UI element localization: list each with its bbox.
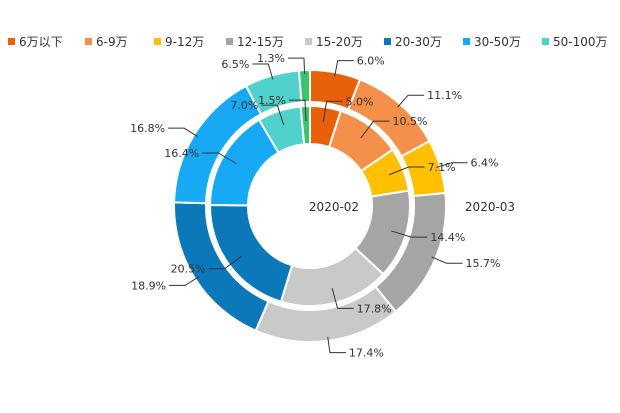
legend-swatch [305, 38, 312, 45]
legend-label: 20-30万 [395, 35, 442, 49]
inner-data-label: 7.0% [230, 99, 258, 112]
outer-leader-line [431, 256, 463, 264]
inner-data-label: 20.5% [171, 263, 206, 276]
outer-leader-line [327, 336, 346, 354]
inner-leader-line [208, 255, 242, 270]
outer-data-label: 6.0% [357, 55, 385, 68]
outer-leader-line [252, 63, 274, 80]
outer-data-label: 17.4% [349, 347, 384, 360]
legend-label: 30-50万 [474, 35, 521, 49]
inner-data-label: 10.5% [393, 115, 428, 128]
outer-leader-line [397, 94, 425, 108]
legend-item[interactable]: 6万以下 [8, 35, 63, 49]
legend-item[interactable]: 15-20万 [305, 35, 363, 49]
inner-ring-2020-02 [208, 104, 411, 307]
inner-data-label: 7.1% [428, 161, 456, 174]
outer-data-label: 11.1% [427, 89, 462, 102]
outer-series-name: 2020-03 [465, 200, 515, 214]
outer-leader-line [287, 57, 306, 75]
inner-data-label: 14.4% [430, 231, 465, 244]
chart-legend: 6万以下 6-9万 9-12万 12-15万 15-20万 20-30万 30-50万 50-… [8, 35, 608, 49]
outer-leader-line [168, 127, 199, 137]
inner-data-label: 1.5% [258, 94, 286, 107]
outer-data-label: 6.5% [221, 58, 249, 71]
inner-leader-line [261, 104, 285, 126]
inner-series-name: 2020-02 [309, 200, 359, 214]
outer-data-label: 15.7% [465, 257, 500, 270]
legend-swatch [463, 38, 470, 45]
inner-ring-slice-seg-8[interactable] [299, 104, 311, 146]
outer-data-label: 18.9% [131, 279, 166, 292]
data-labels: 5.0% 10.5% 7.1% 14.4% 17.8% 20.5% 16.4% 7.0% 1.5… [130, 52, 500, 360]
legend-swatch [542, 38, 549, 45]
outer-leader-line [436, 162, 468, 168]
outer-leader-line [169, 276, 199, 286]
outer-ring-2020-03 [173, 68, 447, 343]
legend-swatch [85, 38, 92, 45]
inner-leader-line [202, 152, 237, 164]
legend-swatch [154, 38, 161, 45]
outer-leader-line [334, 60, 354, 77]
outer-data-label: 16.8% [130, 122, 165, 135]
label-leader-lines [168, 57, 468, 354]
legend-label: 12-15万 [237, 35, 284, 49]
legend-item[interactable]: 6-9万 [85, 35, 128, 49]
legend-label: 50-100万 [553, 35, 608, 49]
inner-leader-line [322, 100, 343, 123]
legend-item[interactable]: 50-100万 [542, 35, 608, 49]
legend-item[interactable]: 9-12万 [154, 35, 204, 49]
legend-item[interactable]: 30-50万 [463, 35, 521, 49]
inner-leader-line [289, 99, 307, 122]
inner-leader-line [331, 287, 354, 309]
legend-item[interactable]: 12-15万 [226, 35, 284, 49]
outer-ring-slice-seg-8[interactable] [297, 68, 311, 104]
inner-leader-line [360, 120, 390, 139]
legend-label: 9-12万 [165, 35, 204, 49]
legend-swatch [8, 38, 15, 45]
inner-data-label: 5.0% [346, 95, 374, 108]
inner-data-label: 16.4% [164, 147, 199, 160]
inner-data-label: 17.8% [357, 302, 392, 315]
legend-item[interactable]: 20-30万 [384, 35, 442, 49]
legend-label: 15-20万 [316, 35, 363, 49]
outer-data-label: 6.4% [471, 157, 499, 170]
legend-swatch [384, 38, 391, 45]
inner-leader-line [391, 230, 428, 238]
legend-label: 6万以下 [19, 35, 63, 49]
outer-data-label: 1.3% [257, 52, 285, 65]
inner-leader-line [388, 166, 425, 176]
legend-swatch [226, 38, 233, 45]
legend-label: 6-9万 [96, 35, 128, 49]
